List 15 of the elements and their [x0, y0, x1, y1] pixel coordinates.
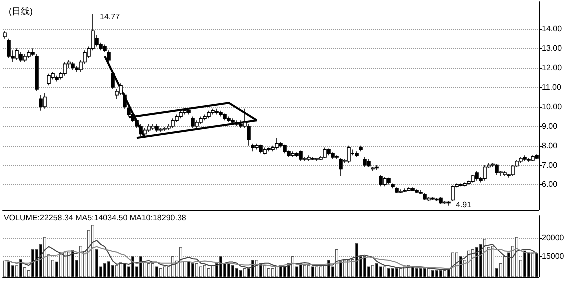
y-tick-label: 13.00 [542, 44, 563, 54]
y-tick-label: 9.00 [542, 122, 558, 131]
text: (日线) [9, 6, 33, 16]
y-tick-label: 10.00 [542, 102, 563, 112]
y-tick-label: 11.00 [542, 83, 562, 92]
y-tick-label: 12.00 [542, 64, 563, 73]
y-tick-label: 20000 [542, 234, 565, 243]
annotation: VOLUME:22258.34 MA5:14034.50 MA10:18290.38 [4, 214, 187, 222]
y-tick-label: 15000 [542, 252, 565, 261]
annotation: 14.77 [100, 12, 121, 22]
y-tick-label: 6.00 [542, 180, 558, 190]
y-tick-label: 7.00 [542, 160, 558, 170]
y-tick-label: 14.00 [542, 24, 563, 34]
y-tick-label: 8.00 [542, 141, 558, 150]
annotation: 4.91 [456, 200, 472, 210]
